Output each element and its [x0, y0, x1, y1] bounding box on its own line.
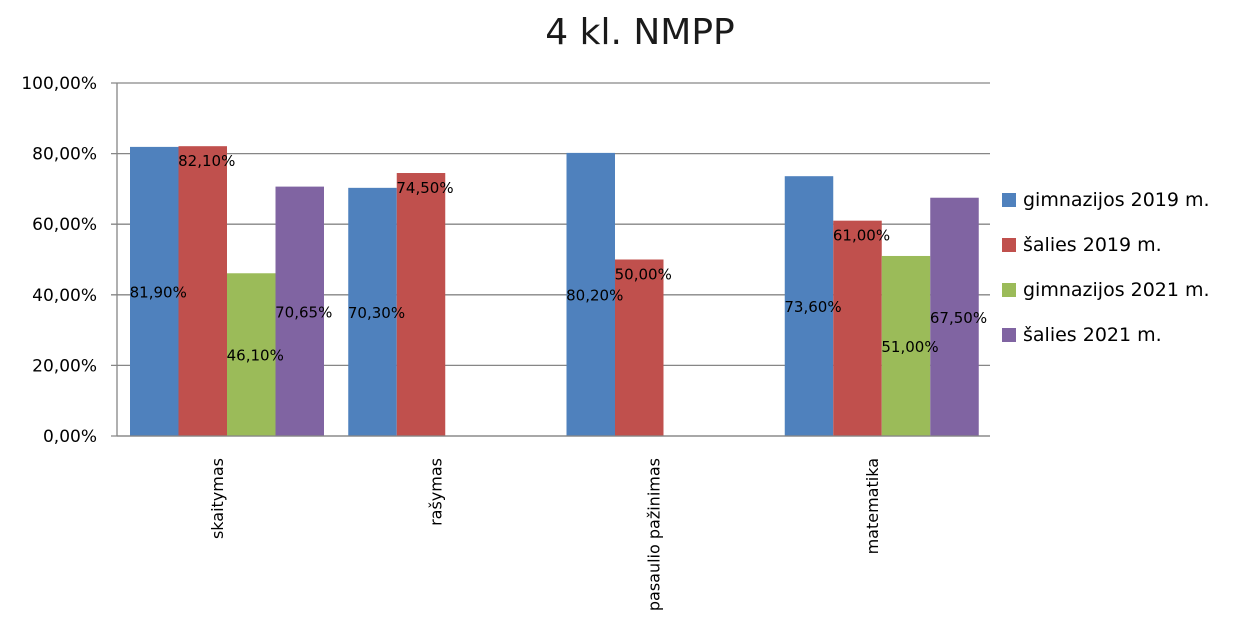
x-tick-label: rašymas	[426, 458, 445, 526]
bar	[130, 146, 179, 436]
bar	[396, 173, 446, 436]
legend-swatch	[1002, 193, 1016, 207]
x-axis: skaitymas rašymas pasaulio pažinimas matema…	[117, 435, 990, 611]
data-label: 50,00%	[615, 266, 672, 284]
legend-swatch	[1002, 283, 1016, 297]
bar	[881, 255, 931, 436]
data-label: 51,00%	[881, 338, 938, 356]
bar	[615, 259, 664, 436]
legend-label: šalies 2019 m.	[1023, 234, 1162, 256]
y-tick-label: 100,00%	[21, 74, 97, 94]
data-label: 67,50%	[930, 309, 987, 327]
x-tick-label: pasaulio pažinimas	[645, 458, 664, 611]
bar	[348, 187, 397, 436]
data-label: 80,20%	[566, 286, 623, 304]
data-label: 82,10%	[178, 152, 235, 170]
legend: gimnazijos 2019 m. šalies 2019 m. gimnazij…	[1002, 189, 1210, 346]
chart-title: 4 kl. NMPP	[545, 12, 735, 53]
bar	[275, 186, 324, 436]
legend-swatch	[1002, 238, 1016, 252]
data-label: 70,30%	[348, 304, 405, 322]
legend-swatch	[1002, 328, 1016, 342]
data-label: 73,60%	[784, 298, 841, 316]
bar	[784, 176, 834, 436]
legend-label: šalies 2021 m.	[1023, 324, 1162, 346]
bar	[227, 273, 276, 436]
data-label: 81,90%	[130, 283, 187, 301]
bar	[833, 220, 882, 436]
y-axis: 0,00% 20,00% 40,00% 60,00% 80,00% 100,00%	[21, 74, 118, 447]
data-label: 74,50%	[396, 179, 453, 197]
data-label: 61,00%	[833, 227, 890, 245]
y-tick-label: 0,00%	[43, 427, 97, 447]
bars	[130, 146, 979, 437]
y-tick-label: 60,00%	[32, 215, 97, 235]
x-tick-label: skaitymas	[208, 458, 227, 539]
data-label: 46,10%	[227, 347, 284, 365]
y-tick-label: 40,00%	[32, 286, 97, 306]
y-tick-label: 20,00%	[32, 356, 97, 376]
x-tick-label: matematika	[863, 458, 882, 554]
legend-label: gimnazijos 2021 m.	[1023, 279, 1210, 301]
bar	[930, 197, 979, 436]
data-labels: 81,90% 70,30% 80,20% 73,60% 82,10% 74,50% 50,0…	[130, 152, 987, 364]
bar	[178, 146, 227, 436]
legend-label: gimnazijos 2019 m.	[1023, 189, 1210, 211]
data-label: 70,65%	[275, 303, 332, 321]
y-tick-label: 80,00%	[32, 145, 97, 165]
bar	[566, 152, 615, 437]
